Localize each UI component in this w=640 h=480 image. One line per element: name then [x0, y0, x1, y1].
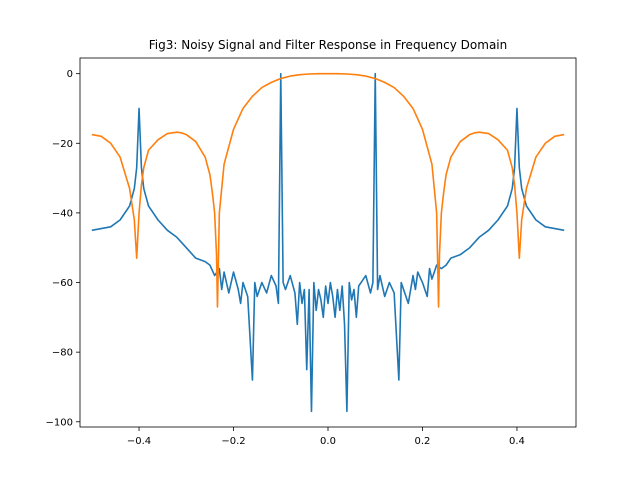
x-tick-label: 0.2: [415, 436, 431, 447]
y-tick-label: −80: [52, 348, 73, 359]
x-tick-label: 0.4: [509, 436, 525, 447]
y-tick-label: −40: [52, 208, 73, 219]
series-line-2: [91, 72, 565, 308]
y-tick-label: −60: [52, 278, 73, 289]
y-tick-label: −20: [52, 139, 73, 150]
plot-area: [91, 72, 565, 413]
y-tick-label: −100: [46, 417, 73, 428]
y-axis: 0 −20 −40 −60 −80 −100: [46, 69, 80, 428]
x-axis: −0.4 −0.2 0.0 0.2 0.4: [127, 427, 525, 447]
x-tick-label: 0.0: [320, 436, 336, 447]
x-tick-label: −0.2: [221, 436, 245, 447]
chart-title: Fig3: Noisy Signal and Filter Response i…: [149, 38, 507, 52]
y-tick-label: 0: [67, 69, 73, 80]
x-tick-label: −0.4: [127, 436, 151, 447]
